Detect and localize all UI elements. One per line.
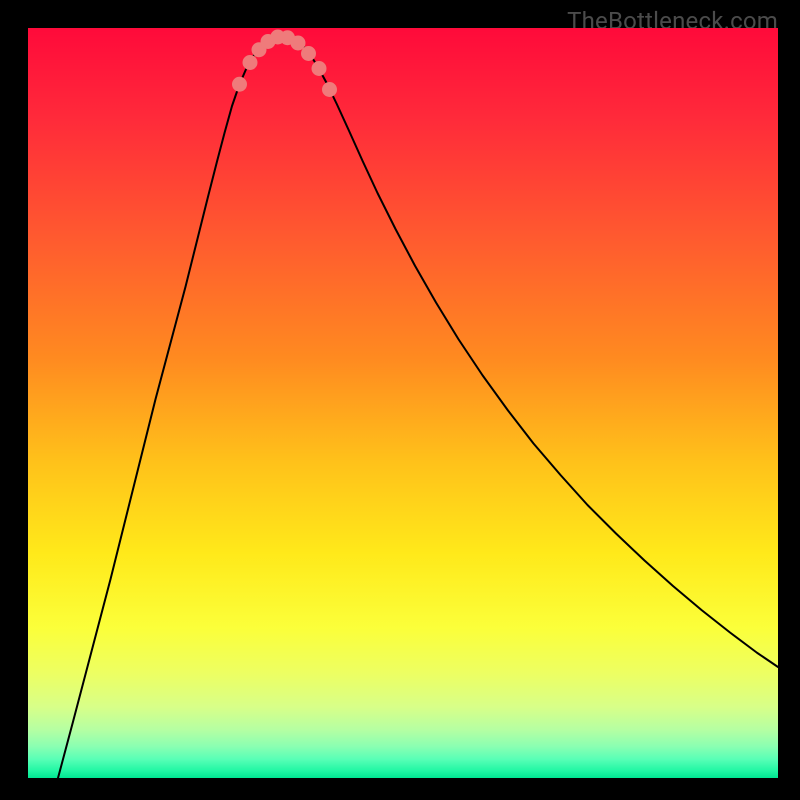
plot-area [28, 28, 778, 778]
background-gradient [28, 28, 778, 778]
chart-canvas: TheBottleneck.com [0, 0, 800, 800]
